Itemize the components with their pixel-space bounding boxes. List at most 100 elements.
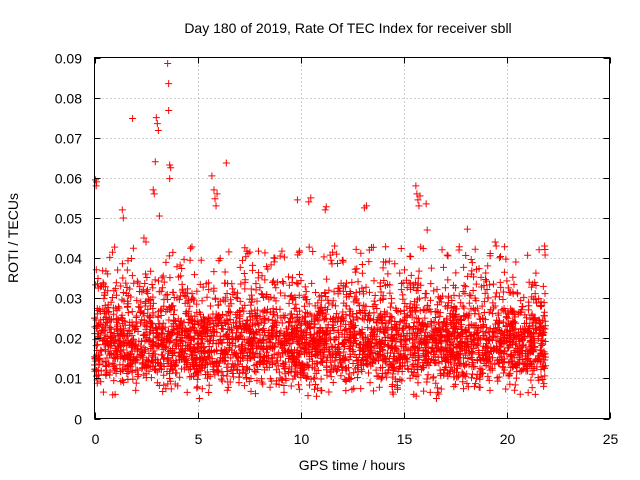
data-point	[362, 202, 370, 210]
data-point	[117, 353, 125, 361]
data-point	[285, 368, 293, 376]
data-point	[281, 292, 289, 300]
data-point	[528, 334, 536, 342]
data-point	[184, 285, 192, 293]
data-point	[371, 336, 379, 344]
data-point	[144, 286, 152, 294]
data-point	[118, 206, 126, 214]
data-point	[232, 293, 240, 301]
data-point	[285, 323, 293, 331]
data-point	[167, 365, 175, 373]
data-point	[245, 339, 253, 347]
data-point	[494, 311, 502, 319]
data-point	[527, 332, 535, 340]
data-point	[384, 341, 392, 349]
data-point	[420, 322, 428, 330]
data-point	[118, 296, 126, 304]
data-point	[272, 297, 280, 305]
data-point	[380, 325, 388, 333]
data-point	[110, 377, 118, 385]
data-point	[420, 364, 428, 372]
data-point	[114, 266, 122, 274]
data-point	[539, 356, 547, 364]
data-point	[204, 348, 212, 356]
data-point	[377, 364, 385, 372]
data-point	[127, 254, 135, 262]
data-point	[497, 283, 505, 291]
plot-frame	[94, 57, 610, 419]
data-point	[353, 374, 361, 382]
data-point	[410, 284, 418, 292]
data-point	[126, 355, 134, 363]
data-point	[187, 373, 195, 381]
data-point	[128, 308, 136, 316]
data-point	[478, 365, 486, 373]
data-point	[474, 324, 482, 332]
data-point	[304, 392, 312, 400]
data-point	[239, 256, 247, 264]
data-point	[323, 343, 331, 351]
data-point	[329, 323, 337, 331]
data-point	[124, 375, 132, 383]
data-point	[158, 351, 166, 359]
data-point	[493, 374, 501, 382]
data-point	[108, 248, 116, 256]
data-point	[176, 373, 184, 381]
data-point	[210, 268, 218, 276]
data-point	[189, 360, 197, 368]
data-point	[350, 384, 358, 392]
data-point	[157, 287, 165, 295]
data-point	[162, 258, 170, 266]
data-point	[333, 367, 341, 375]
data-point	[205, 286, 213, 294]
data-point	[241, 285, 249, 293]
data-point	[251, 350, 259, 358]
data-point	[159, 338, 167, 346]
data-point	[319, 312, 327, 320]
data-point	[269, 333, 277, 341]
x-tick-label: 20	[500, 431, 516, 447]
data-point	[428, 356, 436, 364]
data-point	[481, 316, 489, 324]
data-point	[162, 308, 170, 316]
data-point	[504, 344, 512, 352]
data-point	[541, 242, 549, 250]
data-point	[340, 354, 348, 362]
data-point	[357, 340, 365, 348]
data-point	[402, 354, 410, 362]
data-point	[535, 326, 543, 334]
data-point	[497, 338, 505, 346]
data-point	[339, 364, 347, 372]
data-point	[188, 320, 196, 328]
data-point	[532, 269, 540, 277]
data-point	[401, 340, 409, 348]
data-point	[152, 324, 160, 332]
data-point	[360, 316, 368, 324]
data-point	[420, 387, 428, 395]
data-point	[493, 289, 501, 297]
data-point	[381, 282, 389, 290]
data-point	[403, 337, 411, 345]
data-point	[427, 322, 435, 330]
data-point	[357, 249, 365, 257]
data-point	[316, 340, 324, 348]
data-point	[472, 329, 480, 337]
data-point	[451, 325, 459, 333]
data-point	[350, 298, 358, 306]
data-point	[504, 284, 512, 292]
data-point	[495, 373, 503, 381]
data-point	[424, 371, 432, 379]
data-point	[379, 296, 387, 304]
data-point	[132, 386, 140, 394]
data-point	[276, 252, 284, 260]
data-point	[151, 365, 159, 373]
data-point	[490, 344, 498, 352]
data-point	[136, 307, 144, 315]
data-point	[357, 385, 365, 393]
data-point	[218, 325, 226, 333]
data-point	[486, 281, 494, 289]
data-point	[364, 324, 372, 332]
data-point	[288, 348, 296, 356]
data-point	[189, 335, 197, 343]
data-point	[213, 347, 221, 355]
